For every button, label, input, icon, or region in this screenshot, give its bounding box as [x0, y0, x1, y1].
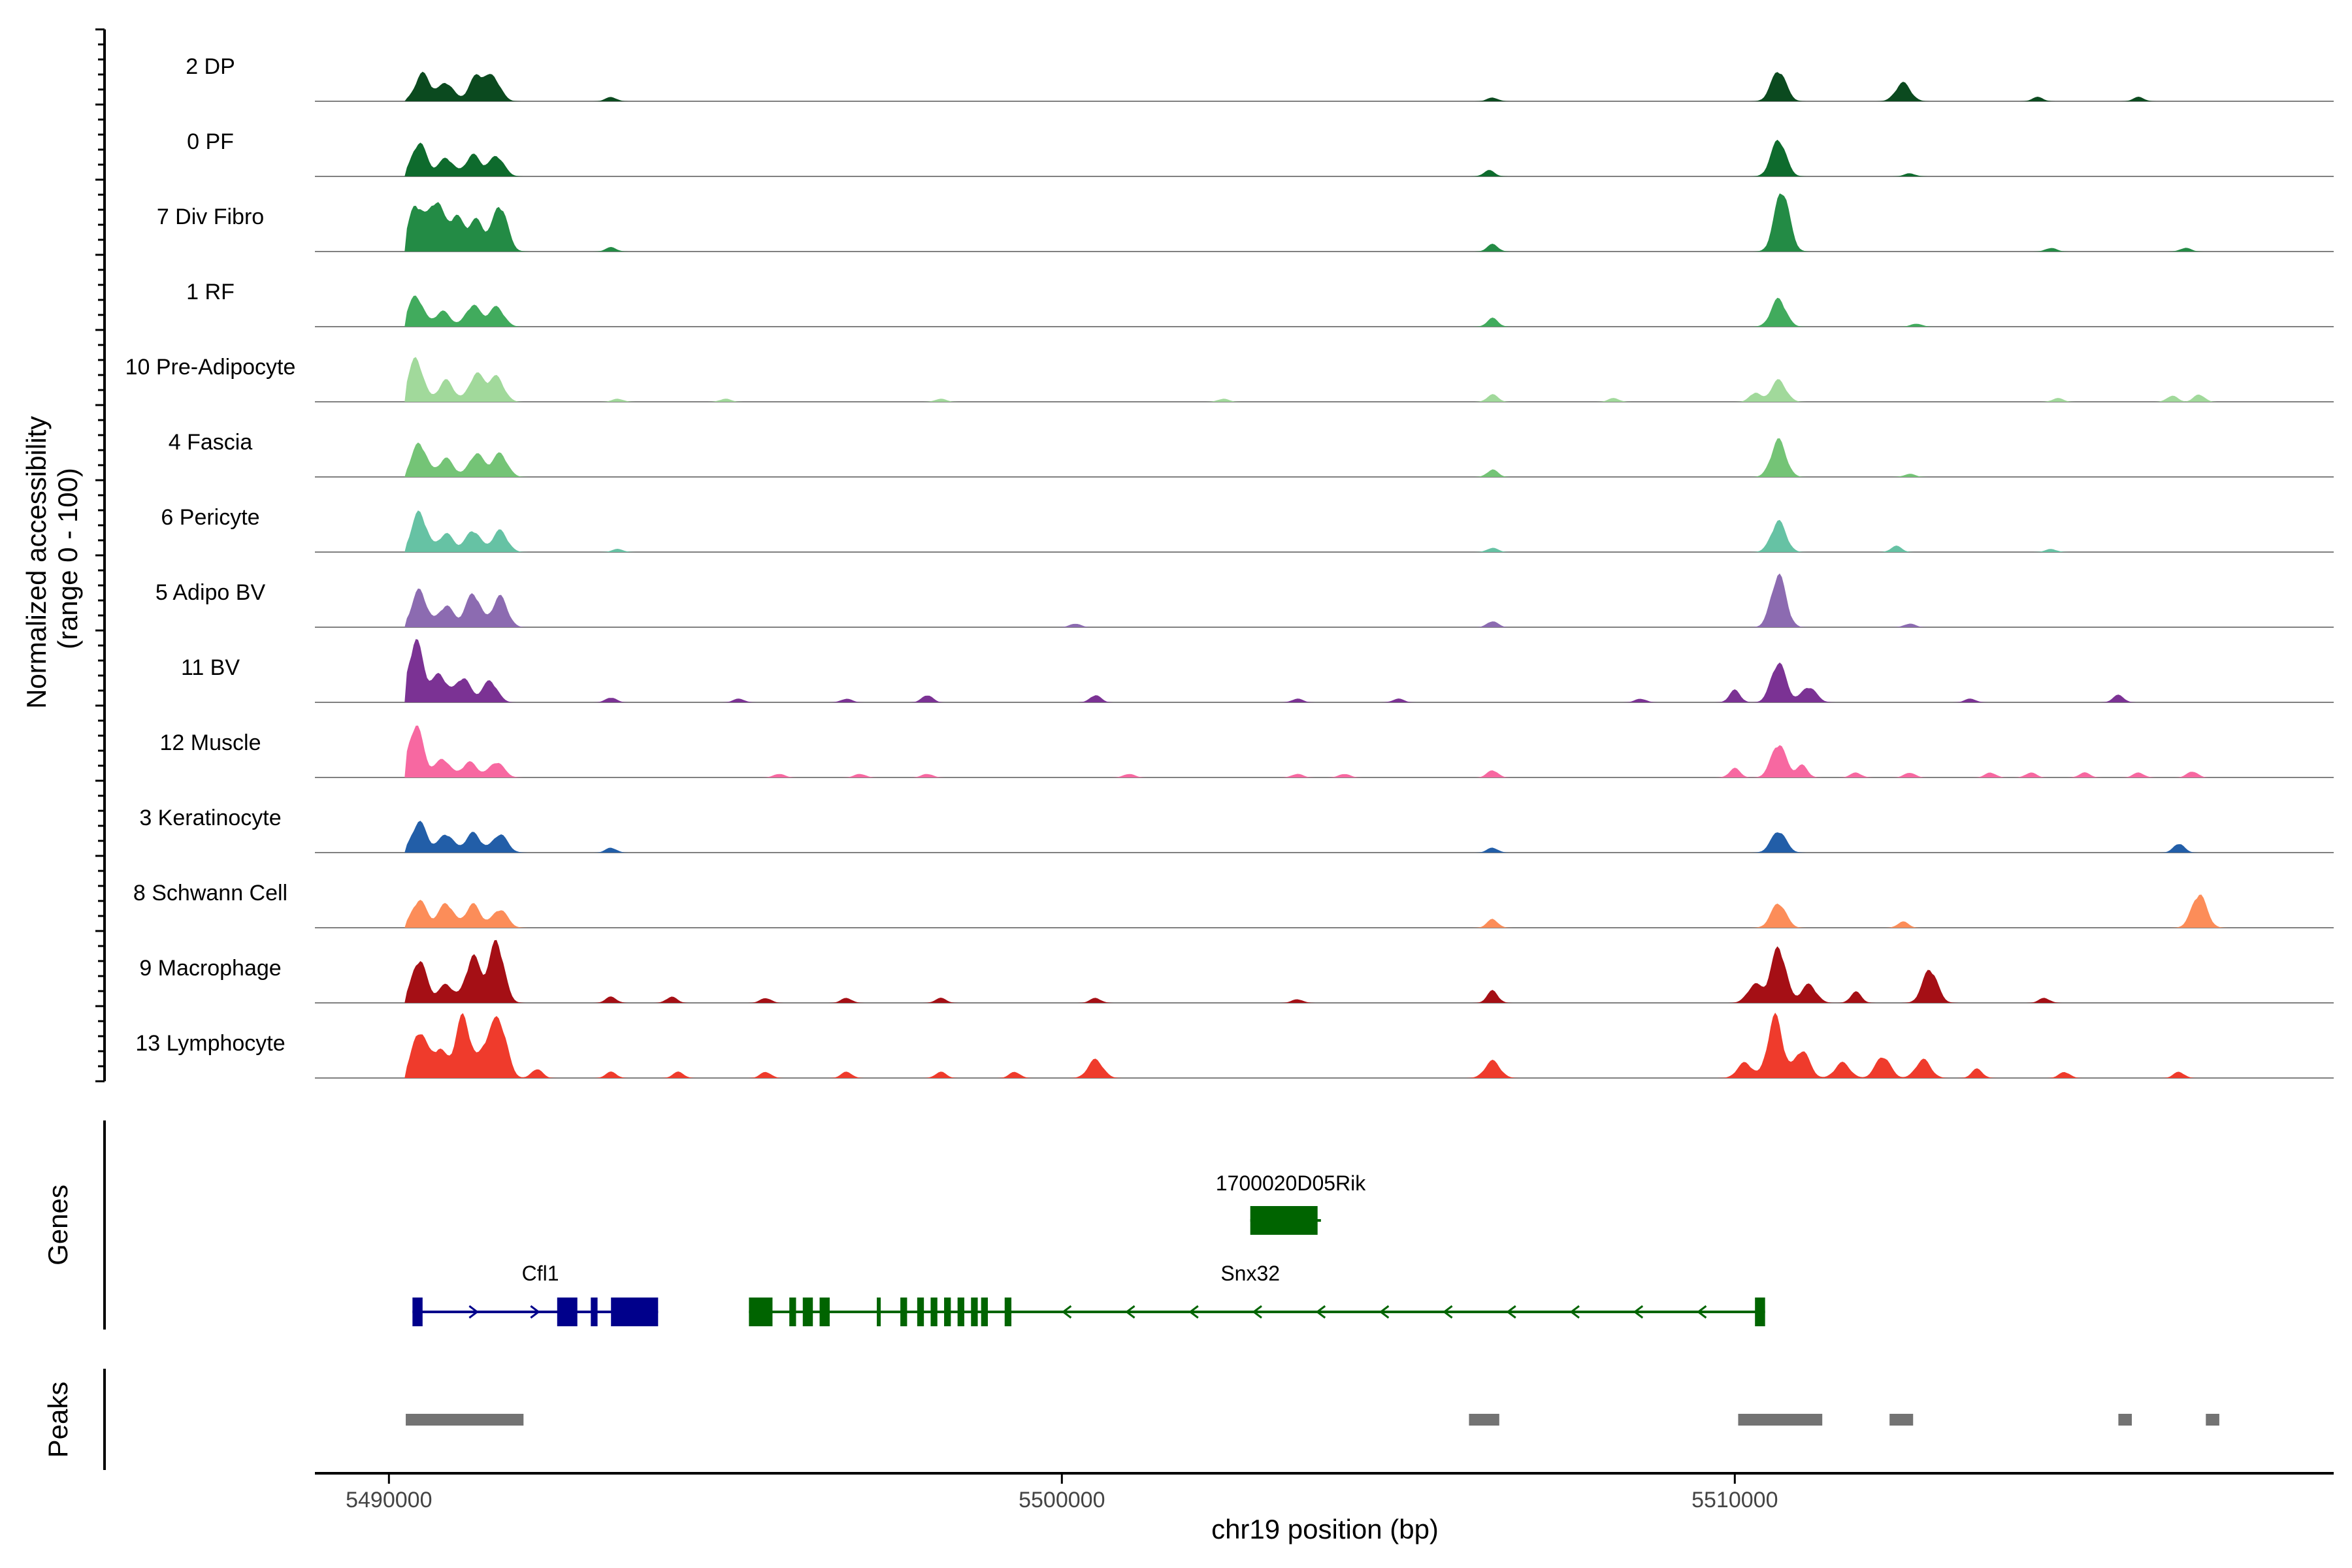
accessibility-tracks: 2 DP 0 PF 7 Div Fibro 1 RF 10 Pre-Adipocyte 4…: [125, 54, 2334, 1079]
gene-exon: [1250, 1206, 1318, 1235]
coverage-area: [315, 193, 2334, 252]
track-label: 9 Macrophage: [139, 956, 281, 981]
track-label: 6 Pericyte: [161, 505, 259, 530]
track-7-div-fibro: 7 Div Fibro: [157, 193, 2334, 252]
coverage-area: [315, 71, 2334, 101]
peaks-panel-label: Peaks: [42, 1382, 73, 1458]
coverage-area: [315, 639, 2334, 702]
coverage-area: [315, 725, 2334, 777]
x-tick-label: 5510000: [1691, 1488, 1778, 1512]
coverage-area: [315, 894, 2334, 928]
strand-arrow: [1061, 1305, 1072, 1319]
x-tick-label: 5500000: [1019, 1488, 1105, 1512]
track-label: 13 Lymphocyte: [135, 1031, 285, 1056]
track-8-schwann-cell: 8 Schwann Cell: [133, 881, 2334, 928]
peak-region: [2118, 1414, 2132, 1426]
track-label: 4 Fascia: [169, 430, 253, 455]
coverage-area: [315, 1013, 2334, 1078]
track-label: 2 DP: [186, 54, 235, 79]
track-3-keratinocyte: 3 Keratinocyte: [139, 806, 2334, 853]
track-label: 7 Div Fibro: [157, 204, 264, 229]
gene-exon: [789, 1298, 796, 1326]
y-axis-ticks: [95, 28, 105, 1083]
track-label: 12 Muscle: [160, 730, 261, 755]
strand-arrow: [468, 1305, 479, 1319]
track-9-macrophage: 9 Macrophage: [139, 939, 2334, 1004]
coverage-area: [315, 438, 2334, 477]
gene-1700020d05rik: 1700020D05Rik: [1216, 1171, 1367, 1235]
gene-exon: [971, 1298, 978, 1326]
peak-region: [1889, 1414, 1914, 1426]
track-label: 0 PF: [187, 129, 234, 154]
track-0-pf: 0 PF: [187, 129, 2334, 177]
genes-panel: 1700020D05Rik Cfl1 Snx32: [412, 1171, 1765, 1326]
track-label: 8 Schwann Cell: [133, 881, 287, 906]
peak-region: [2206, 1414, 2219, 1426]
x-axis-title: chr19 position (bp): [1211, 1514, 1439, 1544]
gene-exon: [981, 1298, 988, 1326]
gene-exon: [412, 1298, 423, 1326]
gene-exon: [957, 1298, 964, 1326]
coverage-area: [315, 573, 2334, 627]
track-5-adipo-bv: 5 Adipo BV: [155, 573, 2334, 628]
strand-arrow: [530, 1305, 540, 1319]
gene-exon: [802, 1298, 813, 1326]
track-6-pericyte: 6 Pericyte: [161, 505, 2334, 553]
peak-region: [1738, 1414, 1823, 1426]
coverage-area: [315, 295, 2334, 327]
gene-exon: [1755, 1298, 1765, 1326]
track-4-fascia: 4 Fascia: [169, 430, 2334, 478]
gene-exon: [611, 1298, 659, 1326]
coverage-area: [315, 939, 2334, 1003]
gene-label: Snx32: [1220, 1262, 1280, 1285]
y-axis-title: Normalized accessibility (range 0 - 100): [21, 408, 83, 709]
genes-panel-label: Genes: [42, 1184, 73, 1266]
track-label: 1 RF: [186, 280, 235, 304]
track-11-bv: 11 BV: [181, 639, 2334, 703]
strand-arrow: [1188, 1305, 1199, 1319]
x-tick-label: 5490000: [346, 1488, 432, 1512]
strand-arrow: [1125, 1305, 1135, 1319]
coverage-area: [315, 821, 2334, 853]
strand-arrow: [1633, 1305, 1644, 1319]
track-label: 5 Adipo BV: [155, 580, 266, 605]
gene-exon: [900, 1298, 907, 1326]
gene-label: Cfl1: [522, 1262, 559, 1285]
gene-exon: [944, 1298, 951, 1326]
gene-exon: [557, 1298, 578, 1326]
strand-arrow: [1315, 1305, 1326, 1319]
gene-exon: [1004, 1298, 1012, 1326]
gene-cfl1: Cfl1: [412, 1262, 659, 1326]
coverage-area: [315, 510, 2334, 552]
gene-exon: [930, 1298, 938, 1326]
track-label: 10 Pre-Adipocyte: [125, 355, 296, 380]
track-label: 11 BV: [181, 655, 240, 680]
coverage-area: [315, 139, 2334, 176]
strand-arrow: [1696, 1305, 1707, 1319]
coverage-area: [315, 357, 2334, 402]
x-axis: 5490000 5500000 5510000: [315, 1472, 2334, 1512]
peak-region: [406, 1414, 524, 1426]
gene-exon: [749, 1298, 773, 1326]
track-12-muscle: 12 Muscle: [160, 725, 2334, 778]
gene-exon: [819, 1298, 830, 1326]
strand-arrow: [1569, 1305, 1580, 1319]
strand-arrow: [1443, 1305, 1453, 1319]
gene-exon: [917, 1298, 924, 1326]
strand-arrow: [1506, 1305, 1516, 1319]
gene-exon: [591, 1298, 598, 1326]
track-1-rf: 1 RF: [186, 280, 2334, 327]
gene-snx32: Snx32: [749, 1262, 1765, 1326]
peak-region: [1469, 1414, 1499, 1426]
strand-arrow: [1252, 1305, 1262, 1319]
gene-exon: [877, 1298, 881, 1326]
track-10-pre-adipocyte: 10 Pre-Adipocyte: [125, 355, 2334, 402]
peaks-panel: [406, 1414, 2219, 1426]
track-13-lymphocyte: 13 Lymphocyte: [135, 1013, 2334, 1079]
track-2-dp: 2 DP: [186, 54, 2334, 102]
track-label: 3 Keratinocyte: [139, 806, 281, 830]
gene-label: 1700020D05Rik: [1216, 1171, 1367, 1195]
strand-arrow: [1379, 1305, 1390, 1319]
